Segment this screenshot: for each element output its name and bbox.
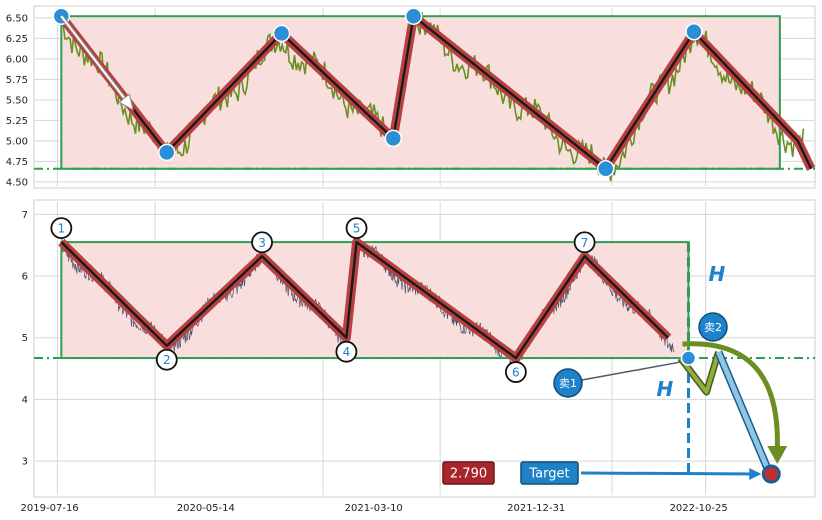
pivot-number: 1	[58, 222, 66, 236]
height-label-lower: H	[656, 377, 673, 401]
x-tick-label: 2022-10-25	[670, 503, 728, 514]
projection-line	[716, 351, 770, 469]
y-tick-label: 5.75	[6, 75, 28, 86]
sell-point-1	[680, 350, 697, 366]
y-tick-label: 5	[22, 333, 28, 344]
y-tick-label: 4.75	[6, 157, 28, 168]
zigzag-core	[60, 240, 670, 360]
x-tick-label: 2020-05-14	[177, 503, 235, 514]
y-tick-label: 5.50	[6, 95, 28, 106]
bottom-plot: 7 6 5 4 3 2019-07-16 2020-05-14 2021-03-10 2021-…	[21, 202, 815, 514]
target-box	[520, 461, 579, 485]
pivot-circle	[573, 231, 596, 254]
pivot-marker	[384, 129, 403, 148]
sell-1-bubble	[553, 368, 583, 398]
pivot-number: 5	[353, 222, 361, 236]
top-plot: 6.50 6.25 6.00 5.75 5.50 5.25 5.00 4.75 4.50	[6, 7, 816, 188]
x-tick-label: 2021-03-10	[345, 503, 403, 514]
curved-arrow	[682, 341, 780, 451]
y-tick-label: 4	[22, 395, 28, 406]
pivot-circle	[345, 217, 368, 239]
height-label-upper: H	[708, 262, 725, 286]
y-tick-label: 6.25	[6, 34, 28, 45]
annotations: H H 卖1 卖2 Target 2.790	[442, 242, 788, 485]
x-tick-label: 2021-12-31	[507, 503, 565, 514]
sell-2-bubble	[698, 312, 728, 342]
y-tick-label: 4.50	[6, 177, 28, 188]
pivot-marker	[404, 7, 423, 25]
pivot-marker	[596, 160, 615, 178]
y-tick-label: 6.50	[6, 13, 28, 24]
y-tick-label: 3	[22, 457, 28, 468]
pivot-marker	[158, 143, 176, 162]
pivot-circle	[335, 340, 358, 363]
target-arrow	[580, 471, 760, 476]
direction-arrow-head	[118, 93, 135, 112]
pivot-circle	[251, 231, 273, 254]
breakdown-path	[678, 351, 721, 395]
range-box	[60, 241, 690, 360]
target-value-box	[442, 461, 495, 485]
pivot-number: 7	[581, 236, 589, 250]
y-tick-label: 6	[22, 272, 28, 283]
target-value: 2.790	[450, 467, 487, 482]
pivot-number: 2	[163, 353, 171, 367]
y-tick-label: 5.00	[6, 136, 28, 147]
target-arrow-head	[749, 468, 762, 481]
pivot-circle	[50, 217, 73, 239]
pivot-number: 6	[512, 366, 520, 380]
pivot-circle	[155, 348, 178, 371]
sell-2-label: 卖2	[704, 321, 722, 334]
pivot-number: 3	[258, 236, 266, 250]
y-tick-label: 7	[22, 210, 28, 221]
curved-arrow-head	[767, 446, 788, 465]
target-label: Target	[528, 467, 569, 482]
pivot-circle	[504, 361, 527, 383]
y-tick-label: 5.25	[6, 116, 28, 127]
x-tick-label: 2019-07-16	[21, 503, 79, 514]
sell-1-pointer	[581, 361, 681, 381]
y-tick-label: 6.00	[6, 54, 28, 65]
pivot-marker	[272, 24, 291, 43]
pivot-number: 4	[343, 345, 351, 359]
target-marker	[761, 464, 781, 484]
pivot-marker	[685, 23, 703, 41]
direction-arrow-shaft-inner	[60, 15, 129, 103]
sell-1-label: 卖1	[559, 377, 577, 390]
